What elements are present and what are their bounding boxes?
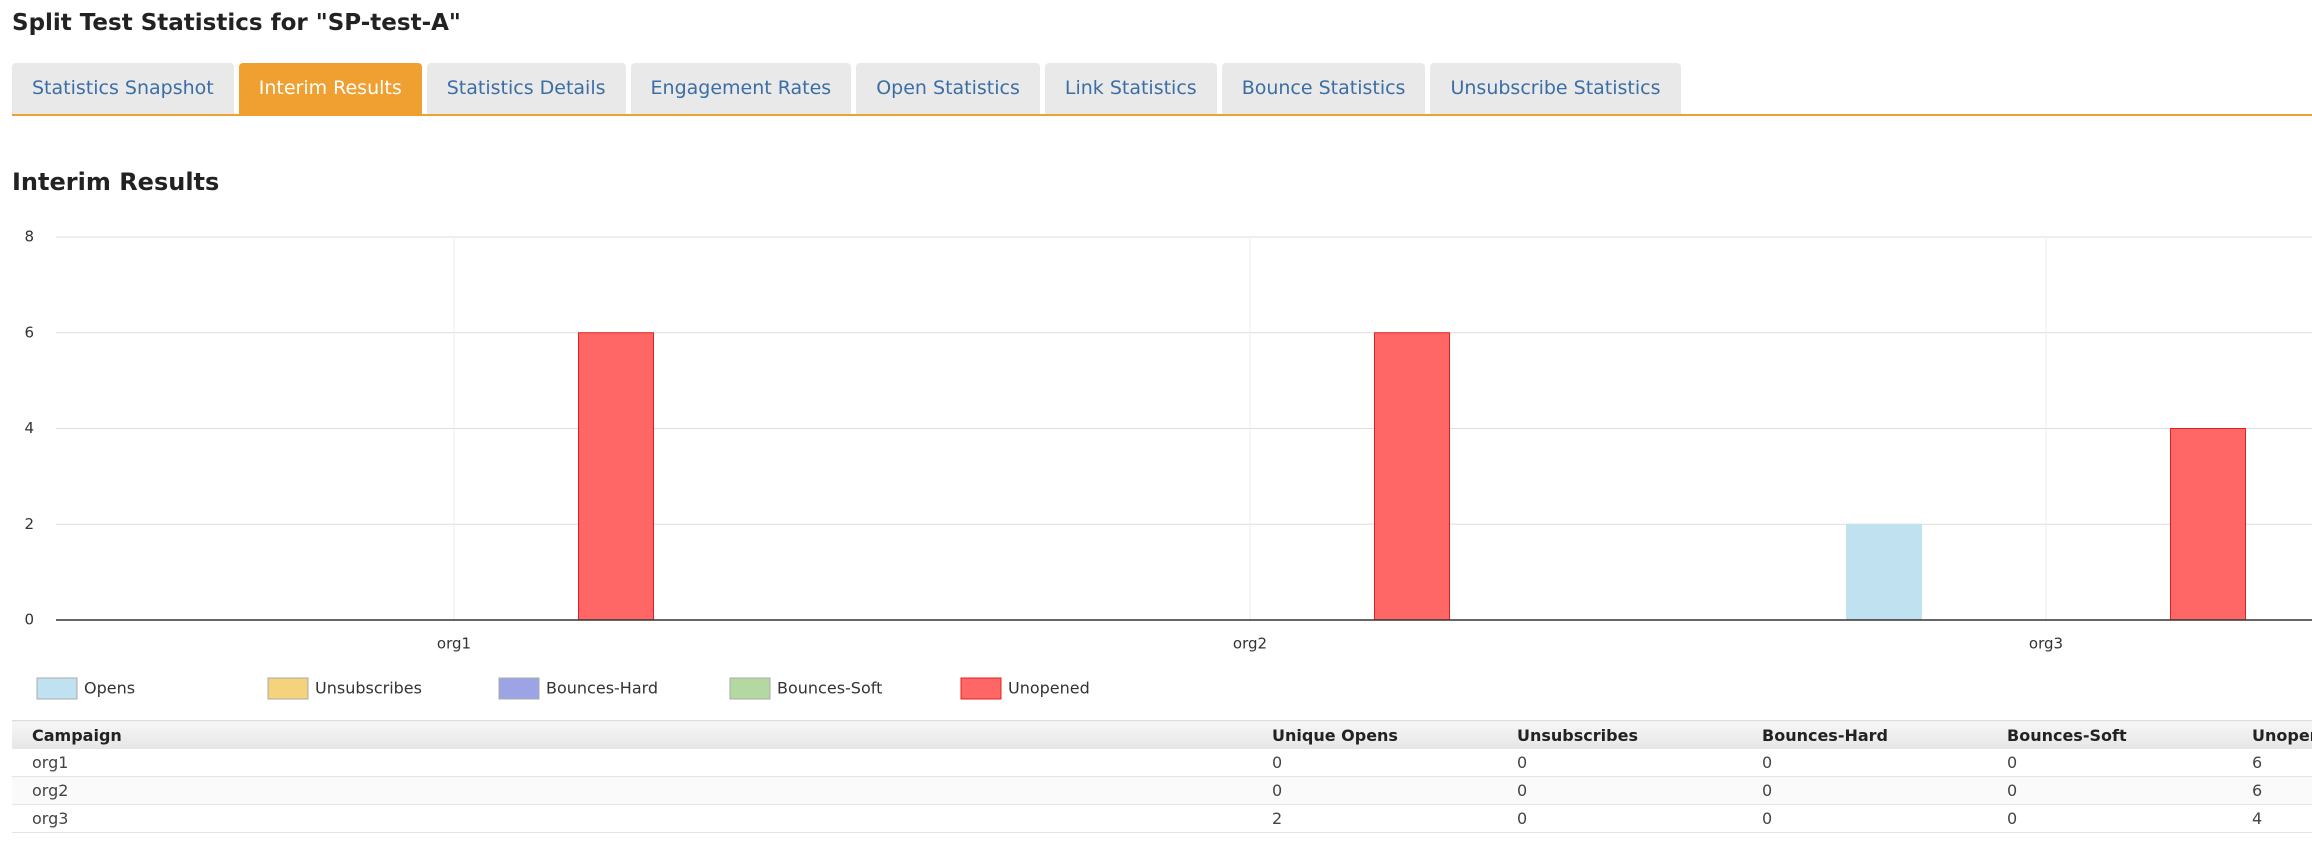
y-tick-label: 4 xyxy=(24,419,34,437)
table-cell: 0 xyxy=(1742,749,1987,777)
x-tick-label: org2 xyxy=(1233,635,1267,653)
tab[interactable]: Open Statistics xyxy=(856,63,1040,114)
legend-swatch xyxy=(498,677,540,700)
table-cell: org3 xyxy=(12,804,1252,833)
y-tick-label: 6 xyxy=(24,323,34,341)
table-cell: 2 xyxy=(1252,804,1497,833)
table-cell: 6 xyxy=(2232,749,2312,777)
legend-swatch xyxy=(36,677,78,700)
tab[interactable]: Statistics Snapshot xyxy=(12,63,234,114)
table-cell: 0 xyxy=(1497,804,1742,833)
tab[interactable]: Interim Results xyxy=(238,63,422,114)
column-header: Unopens xyxy=(2232,720,2312,749)
table-cell: 6 xyxy=(2232,776,2312,805)
chart: 0 2 4 6 8 org1 org2 org3 Opens Unsubscribes Bounce… xyxy=(24,228,2312,700)
tab[interactable]: Bounce Statistics xyxy=(1221,63,1426,114)
page-title: Split Test Statistics for "SP-test-A" xyxy=(12,10,461,36)
table-cell: 0 xyxy=(1497,749,1742,777)
tab[interactable]: Link Statistics xyxy=(1044,63,1217,114)
bar xyxy=(2170,428,2246,621)
legend-label: Bounces-Soft xyxy=(777,679,882,698)
table-row: org2 0 0 0 0 6 xyxy=(12,776,2312,805)
section-title: Interim Results xyxy=(12,168,220,196)
legend-swatch xyxy=(267,677,309,700)
column-header: Campaign xyxy=(12,720,1252,749)
table-cell: 0 xyxy=(1497,776,1742,805)
table-cell: 0 xyxy=(1742,776,1987,805)
legend-label: Unsubscribes xyxy=(315,679,422,698)
column-header: Unique Opens xyxy=(1252,720,1497,749)
tab[interactable]: Engagement Rates xyxy=(630,63,852,114)
column-header: Bounces-Hard xyxy=(1742,720,1987,749)
bar xyxy=(1374,332,1450,621)
tab-bar: Statistics Snapshot Interim Results Statis… xyxy=(12,63,2312,116)
table-cell: 0 xyxy=(1742,804,1987,833)
bar xyxy=(578,332,654,621)
legend-label: Unopened xyxy=(1008,679,1090,698)
results-table: Campaign Unique Opens Unsubscribes Bounces-… xyxy=(12,720,2312,833)
table-cell: 0 xyxy=(1987,804,2232,833)
legend-swatch xyxy=(960,677,1002,700)
column-header: Unsubscribes xyxy=(1497,720,1742,749)
column-header: Bounces-Soft xyxy=(1987,720,2232,749)
y-tick-label: 2 xyxy=(24,515,34,533)
table-row: org3 2 0 0 0 4 xyxy=(12,804,2312,833)
table-cell: 4 xyxy=(2232,804,2312,833)
table-body: org1 0 0 0 0 6 org2 0 0 0 0 6 org3 2 0 0 0 4 xyxy=(12,749,2312,833)
legend-label: Bounces-Hard xyxy=(546,679,658,698)
table-cell: 0 xyxy=(1252,776,1497,805)
table-cell: 0 xyxy=(1987,749,2232,777)
table-row: org1 0 0 0 0 6 xyxy=(12,749,2312,777)
table-header: Campaign Unique Opens Unsubscribes Bounces-… xyxy=(12,720,2312,749)
table-cell: org1 xyxy=(12,749,1252,777)
tab[interactable]: Unsubscribe Statistics xyxy=(1430,63,1681,114)
table-cell: 0 xyxy=(1252,749,1497,777)
legend-label: Opens xyxy=(84,679,135,698)
x-tick-label: org1 xyxy=(437,635,471,653)
y-tick-label: 0 xyxy=(24,611,34,629)
legend-swatch xyxy=(729,677,771,700)
table-cell: 0 xyxy=(1987,776,2232,805)
x-tick-label: org3 xyxy=(2029,635,2063,653)
tab[interactable]: Statistics Details xyxy=(426,63,626,114)
bar xyxy=(1846,523,1922,621)
y-tick-label: 8 xyxy=(24,228,34,246)
table-cell: org2 xyxy=(12,776,1252,805)
